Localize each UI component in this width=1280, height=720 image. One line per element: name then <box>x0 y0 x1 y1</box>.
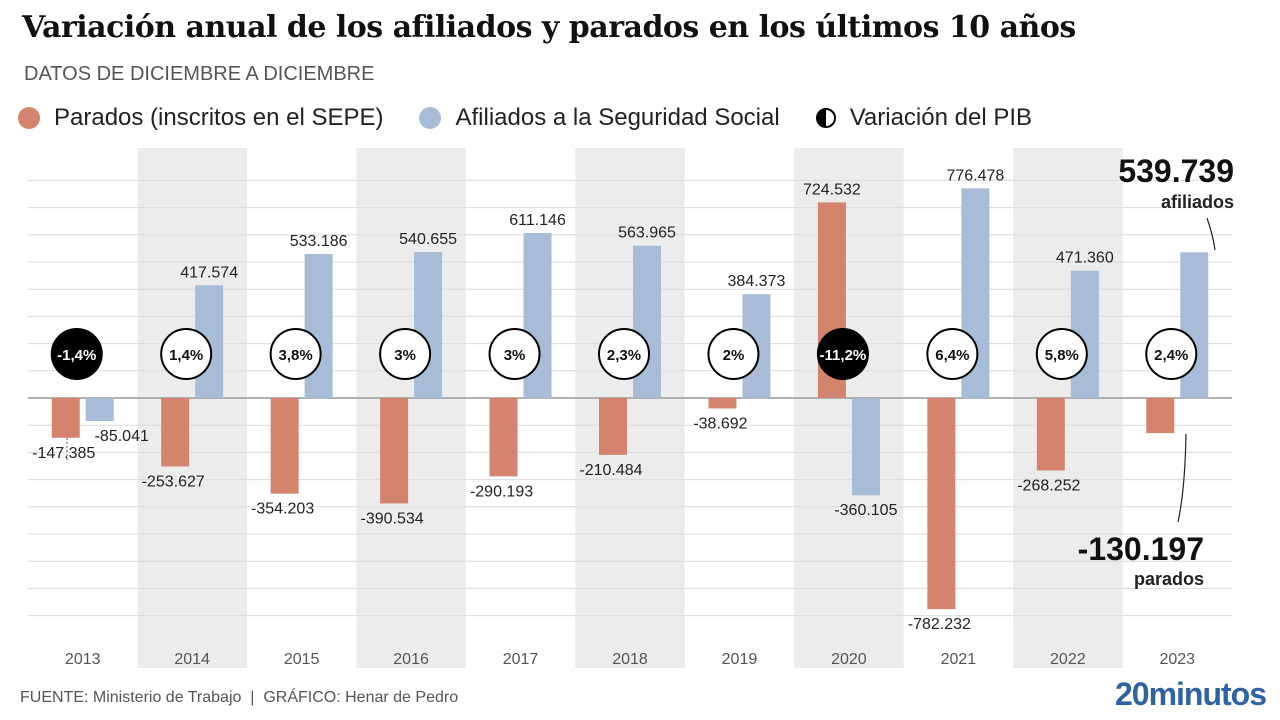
bar-parados <box>1036 398 1065 471</box>
gdp-circle <box>707 328 760 380</box>
data-label: 563.965 <box>618 225 676 242</box>
annotation-value-afiliados: 539.739 <box>1118 153 1234 189</box>
data-label: 540.655 <box>399 231 457 248</box>
x-tick-label: 2020 <box>831 651 867 668</box>
gdp-circle <box>1145 328 1198 380</box>
data-label: -38.692 <box>693 415 747 432</box>
bar-parados <box>161 398 190 467</box>
gdp-label: 3% <box>504 347 526 364</box>
data-label: -253.627 <box>142 473 205 490</box>
data-label: -390.534 <box>361 510 424 527</box>
gdp-circle <box>1035 328 1088 380</box>
bar-parados <box>270 398 299 494</box>
data-label: -290.193 <box>470 483 533 500</box>
gdp-label: 5,8% <box>1045 347 1079 364</box>
bar-parados <box>1146 398 1175 434</box>
circle-icon <box>18 107 40 129</box>
x-tick-label: 2013 <box>65 651 101 668</box>
gdp-label: 2,3% <box>607 347 641 364</box>
x-tick-label: 2021 <box>941 651 977 668</box>
bar-parados <box>489 398 518 477</box>
data-label: 611.146 <box>509 212 566 229</box>
bar-parados <box>927 398 956 610</box>
bar-parados <box>599 398 627 455</box>
half-circle-icon <box>815 108 836 128</box>
data-label: -210.484 <box>579 462 642 479</box>
circle-icon <box>419 107 442 129</box>
data-label: -354.203 <box>251 501 314 518</box>
chart-title: Variación anual de los afiliados y parad… <box>22 10 1076 45</box>
annotation-leader <box>1206 217 1216 251</box>
bar-afiliados <box>304 254 333 398</box>
data-label: 471.360 <box>1056 250 1114 267</box>
data-label: -268.252 <box>1017 477 1080 494</box>
gdp-label: 3,8% <box>279 347 313 364</box>
legend-item-afiliados: Afiliados a la Seguridad Social <box>419 104 780 132</box>
x-tick-label: 2017 <box>503 651 539 668</box>
annotation-value-parados: -130.197 <box>1078 531 1204 567</box>
chart-subtitle: DATOS DE DICIEMBRE A DICIEMBRE <box>24 63 375 85</box>
gdp-circle <box>379 328 432 380</box>
data-label: -147.385 <box>32 445 95 462</box>
column-band <box>1013 148 1123 668</box>
x-tick-label: 2019 <box>722 651 758 668</box>
legend-item-pib: Variación del PIB <box>815 104 1033 132</box>
x-tick-label: 2015 <box>284 651 320 668</box>
gdp-circle <box>160 328 213 380</box>
gdp-label: -11,2% <box>820 347 867 364</box>
legend-label: Variación del PIB <box>849 104 1033 131</box>
gdp-circle <box>816 328 869 380</box>
gdp-label: 6,4% <box>935 347 969 364</box>
gdp-circle <box>598 328 650 380</box>
legend: Parados (inscritos en el SEPE) Afiliados… <box>18 104 1068 132</box>
legend-label: Parados (inscritos en el SEPE) <box>54 104 384 131</box>
gdp-label: -1,4% <box>57 347 96 364</box>
bar-parados <box>708 398 737 409</box>
legend-item-parados: Parados (inscritos en el SEPE) <box>18 104 383 132</box>
brand-logo: 20minutos <box>1114 676 1267 712</box>
legend-label: Afiliados a la Seguridad Social <box>455 104 780 131</box>
column-band <box>794 148 904 668</box>
x-tick-label: 2016 <box>393 651 429 668</box>
data-label: 533.186 <box>290 233 348 250</box>
gdp-label: 3% <box>394 347 416 364</box>
data-label: -360.105 <box>834 502 897 519</box>
source-credit: FUENTE: Ministerio de Trabajo | GRÁFICO:… <box>20 689 459 706</box>
gdp-label: 2,4% <box>1154 347 1188 364</box>
gdp-label: 2% <box>723 347 745 364</box>
gdp-circle <box>50 328 103 380</box>
gdp-label: 1,4% <box>169 347 203 364</box>
column-band <box>137 148 247 668</box>
data-label: 724.532 <box>803 181 861 198</box>
gdp-circle <box>926 328 979 380</box>
bar-afiliados <box>85 398 114 421</box>
data-label: 417.574 <box>180 264 238 281</box>
data-label: 384.373 <box>728 273 786 290</box>
gdp-circle <box>269 328 322 380</box>
gdp-circle <box>488 328 541 380</box>
data-label: -85.041 <box>95 428 149 445</box>
x-tick-label: 2018 <box>612 651 648 668</box>
bar-parados <box>380 398 409 504</box>
x-tick-label: 2014 <box>174 651 210 668</box>
annotation-label-afiliados: afiliados <box>1161 192 1234 212</box>
annotation-label-parados: parados <box>1134 569 1204 589</box>
data-label: -782.232 <box>908 616 971 633</box>
bar-parados <box>51 398 80 438</box>
bar-afiliados <box>851 398 880 496</box>
annotation-leader <box>1177 433 1187 523</box>
x-tick-label: 2023 <box>1159 651 1195 668</box>
x-tick-label: 2022 <box>1050 651 1086 668</box>
data-label: 776.478 <box>946 167 1004 184</box>
column-band <box>356 148 466 668</box>
